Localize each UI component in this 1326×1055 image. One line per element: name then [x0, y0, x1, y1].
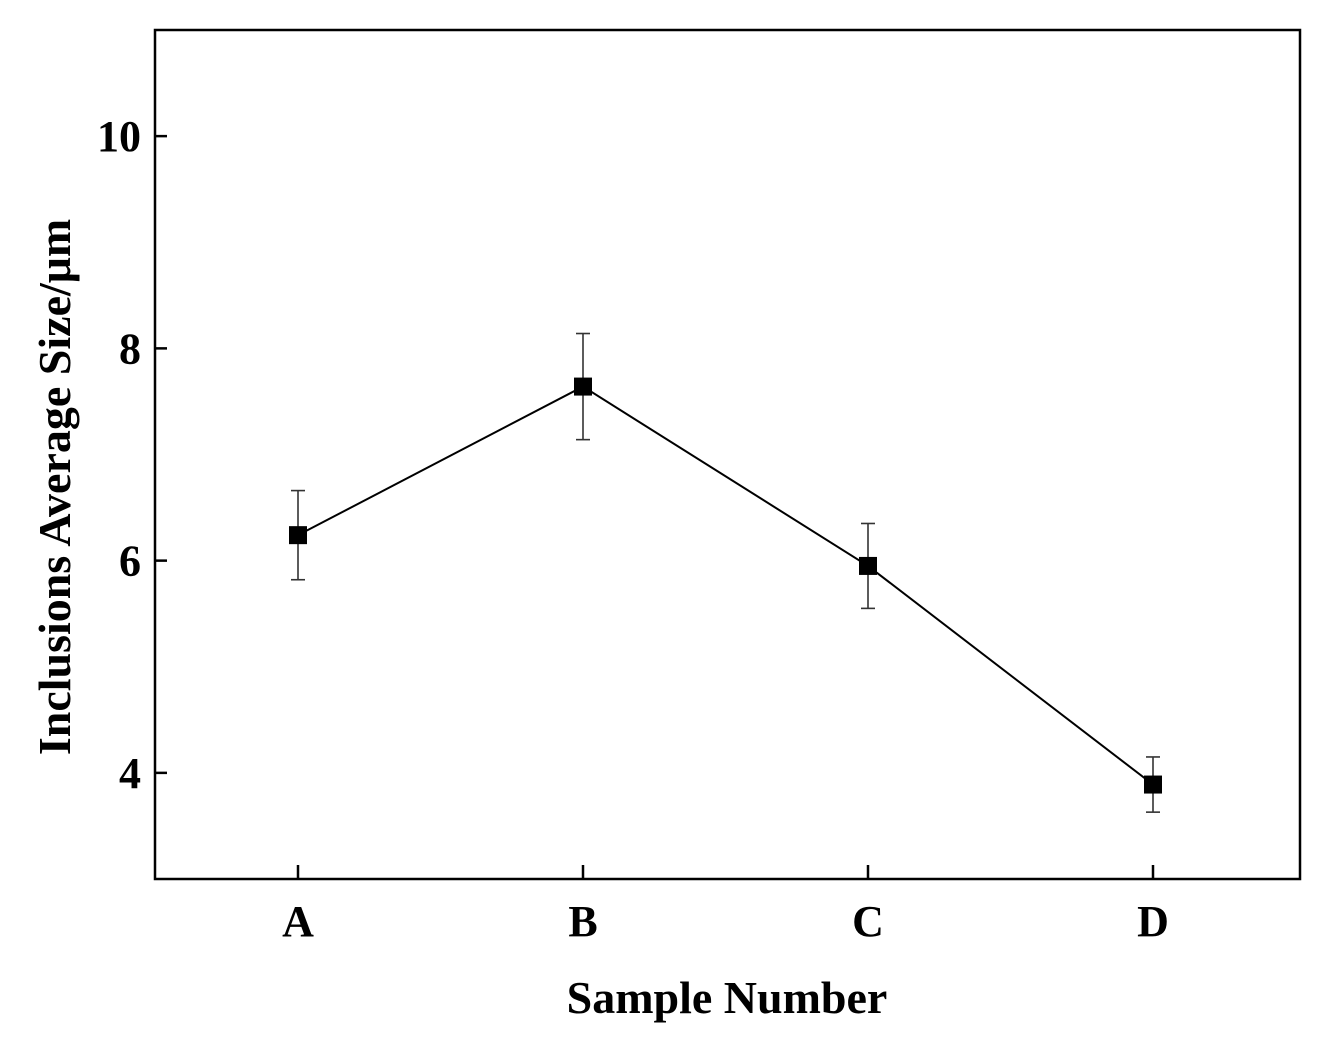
- data-point-D: [1144, 775, 1162, 794]
- x-tick-label-A: A: [282, 897, 314, 946]
- x-tick-label-D: D: [1137, 897, 1169, 946]
- y-tick-label-4: 4: [119, 749, 141, 798]
- x-tick-label-C: C: [852, 897, 884, 946]
- data-point-B: [574, 377, 592, 396]
- series-layer: [289, 332, 1162, 813]
- x-tick-label-B: B: [568, 897, 597, 946]
- plot-frame: [153, 28, 1302, 881]
- y-tick-label-10: 10: [97, 112, 141, 161]
- data-point-C: [859, 556, 877, 575]
- x-axis-label: Sample Number: [567, 972, 888, 1023]
- y-axis-label: Inclusions Average Size/μm: [29, 219, 80, 755]
- data-point-A: [289, 526, 307, 545]
- y-axis: 4 6 8 10: [97, 112, 167, 798]
- x-axis: A B C D: [282, 865, 1169, 946]
- series-line: [297, 385, 1154, 786]
- y-tick-label-8: 8: [119, 324, 141, 373]
- y-tick-label-6: 6: [119, 537, 141, 586]
